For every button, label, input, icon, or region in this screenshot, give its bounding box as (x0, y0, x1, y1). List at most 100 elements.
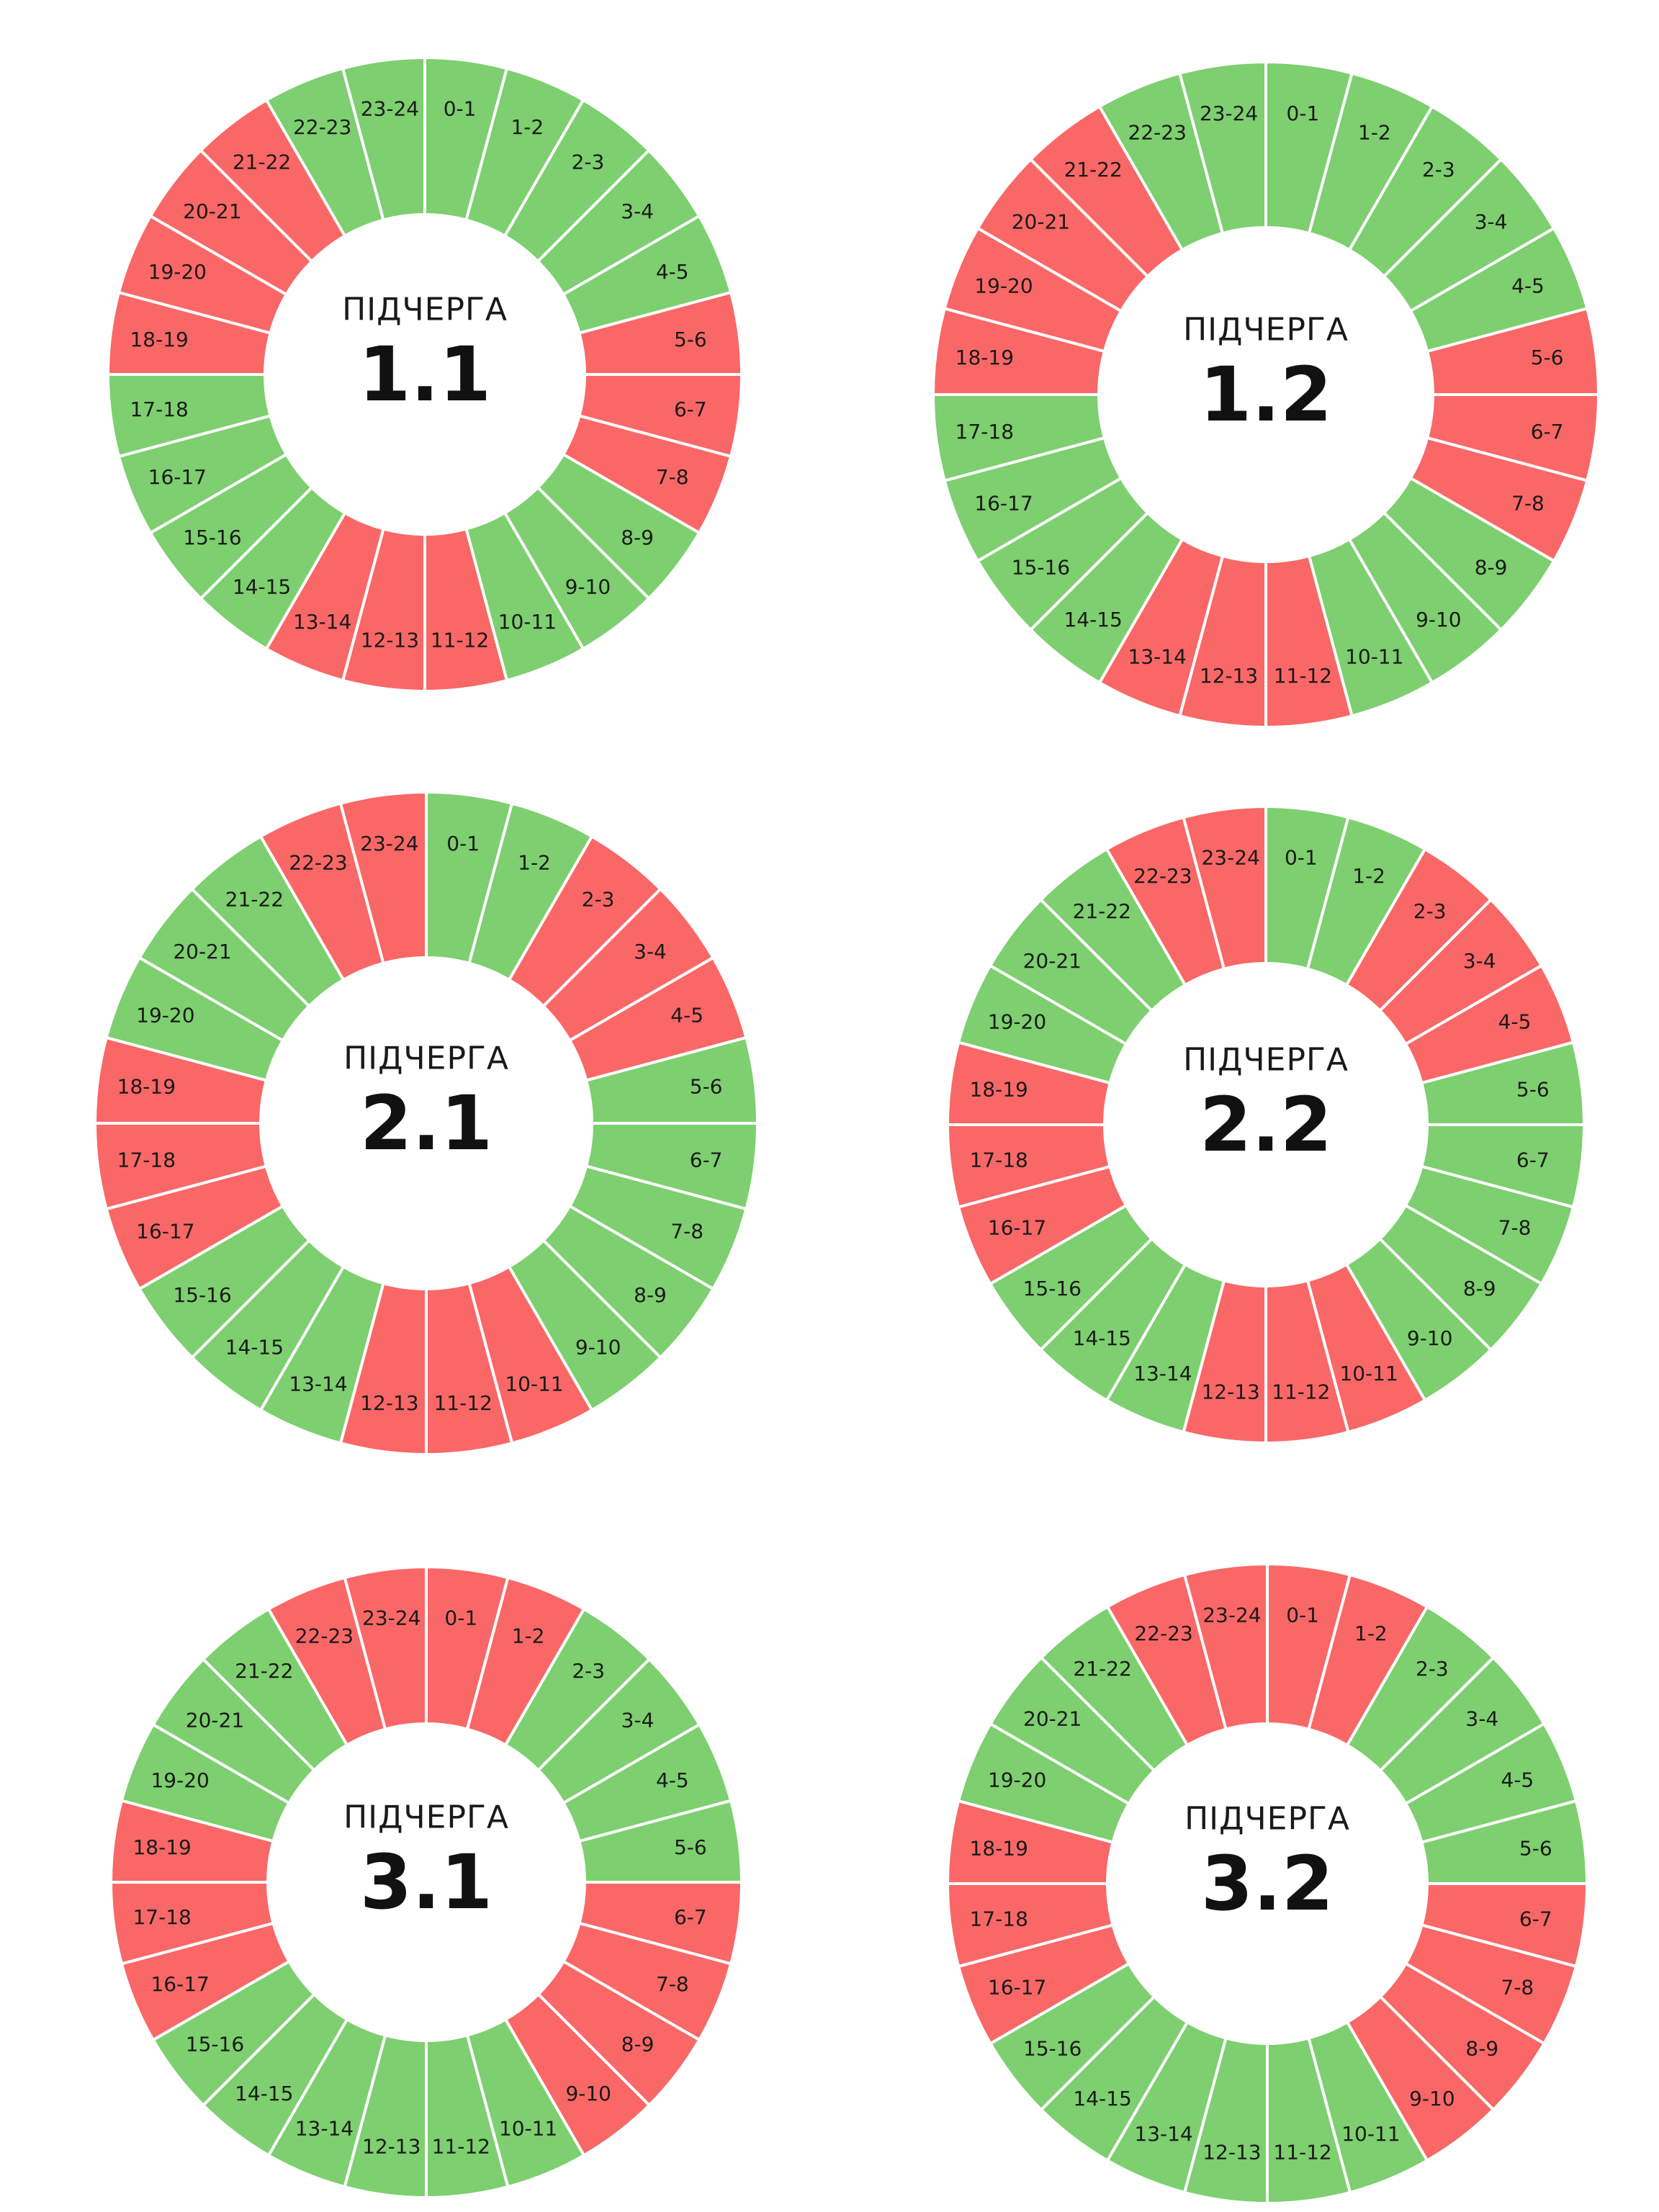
hour-label: 19-20 (988, 1010, 1046, 1033)
hour-label: 4-5 (670, 1003, 703, 1027)
hour-label: 13-14 (295, 2116, 354, 2140)
hour-label: 22-23 (1128, 120, 1187, 144)
hour-label: 12-13 (362, 2134, 421, 2158)
hour-label: 13-14 (1133, 1362, 1192, 1385)
hour-label: 0-1 (1287, 102, 1320, 125)
hour-label: 5-6 (690, 1074, 723, 1098)
hour-label: 8-9 (1475, 555, 1508, 579)
hour-label: 21-22 (225, 888, 284, 912)
hour-label: 14-15 (1064, 608, 1122, 631)
hour-label: 15-16 (1023, 2036, 1082, 2060)
hour-label: 2-3 (572, 1659, 605, 1683)
hour-label: 18-19 (117, 1074, 176, 1098)
hour-label: 10-11 (498, 610, 557, 634)
hour-label: 19-20 (150, 1768, 209, 1792)
hour-label: 4-5 (1501, 1768, 1534, 1792)
hour-label: 15-16 (1012, 555, 1070, 579)
hour-label: 8-9 (1463, 1277, 1496, 1300)
hour-label: 18-19 (130, 328, 188, 351)
hour-label: 2-3 (582, 888, 615, 912)
schedule-wheel-1-1: 0-1 1-2 2-3 3-4 4-5 5-6 6-7 7-8 8-9 9-10 10-11 11-1… (106, 55, 744, 693)
hour-label: 8-9 (1465, 2036, 1498, 2060)
hour-label: 4-5 (656, 260, 689, 284)
hour-label: 11-12 (431, 628, 489, 652)
schedule-wheel-1-2: 0-1 1-2 2-3 3-4 4-5 5-6 6-7 7-8 8-9 9-10 10-11 11-1… (931, 60, 1601, 729)
hour-label: 16-17 (136, 1220, 194, 1244)
hour-label: 22-23 (1134, 1622, 1192, 1645)
hour-label: 13-14 (1128, 645, 1187, 669)
hour-label: 18-19 (970, 1078, 1028, 1102)
hour-label: 17-18 (132, 1905, 191, 1929)
hour-label: 18-19 (132, 1835, 191, 1859)
hour-label: 8-9 (634, 1283, 667, 1307)
hour-label: 14-15 (233, 575, 291, 599)
hour-label: 14-15 (225, 1335, 284, 1359)
hour-label: 1-2 (511, 115, 544, 139)
hour-label: 15-16 (186, 2033, 244, 2056)
hour-label: 7-8 (656, 465, 689, 489)
schedule-wheel-2-2: 0-1 1-2 2-3 3-4 4-5 5-6 6-7 7-8 8-9 9-10 10-11 11-1… (945, 804, 1586, 1445)
hour-label: 2-3 (572, 150, 605, 174)
hour-label: 7-8 (1501, 1975, 1534, 1999)
hour-label: 11-12 (1273, 2140, 1331, 2164)
schedule-wheel-2-1: 0-1 1-2 2-3 3-4 4-5 5-6 6-7 7-8 8-9 9-10 10-11 11-1… (93, 790, 760, 1457)
hour-label: 0-1 (1285, 846, 1318, 870)
hour-label: 17-18 (117, 1148, 176, 1172)
hour-label: 21-22 (235, 1659, 293, 1683)
hour-label: 20-21 (186, 1708, 244, 1732)
hour-label: 12-13 (1200, 664, 1258, 688)
hour-label: 16-17 (974, 491, 1033, 515)
hour-label: 23-24 (1201, 846, 1259, 870)
hour-label: 23-24 (360, 832, 418, 855)
hour-label: 10-11 (1339, 1362, 1398, 1385)
subgroup-caption: ПІДЧЕРГА (343, 1799, 509, 1836)
hour-label: 9-10 (1409, 2087, 1455, 2110)
hour-label: 0-1 (1286, 1604, 1319, 1627)
hour-label: 12-13 (361, 628, 419, 652)
hour-segment (1182, 1562, 1269, 1732)
hour-label: 20-21 (1023, 1707, 1082, 1731)
hour-label: 22-23 (1133, 864, 1192, 888)
hour-label: 5-6 (1516, 1078, 1550, 1102)
hour-segment (338, 790, 428, 966)
hour-label: 3-4 (634, 940, 667, 963)
hour-label: 3-4 (621, 1708, 655, 1732)
hour-label: 12-13 (360, 1391, 418, 1415)
hour-label: 21-22 (1073, 1657, 1131, 1681)
hour-label: 1-2 (518, 850, 551, 874)
hour-label: 13-14 (293, 610, 351, 634)
schedule-wheel-3-2: 0-1 1-2 2-3 3-4 4-5 5-6 6-7 7-8 8-9 9-10 10-11 11-1… (945, 1562, 1589, 2206)
hour-label: 8-9 (621, 2033, 655, 2056)
hour-label: 7-8 (670, 1220, 703, 1244)
hour-label: 7-8 (1498, 1216, 1532, 1240)
hour-label: 23-24 (1200, 102, 1258, 125)
hour-label: 4-5 (656, 1768, 689, 1792)
subgroup-number: 1.1 (359, 331, 491, 418)
hour-label: 2-3 (1416, 1657, 1449, 1681)
subgroup-caption: ПІДЧЕРГА (343, 1040, 509, 1077)
hour-label: 13-14 (1134, 2122, 1192, 2146)
subgroup-number: 3.1 (360, 1838, 493, 1926)
hour-segment (1182, 804, 1267, 971)
hour-label: 23-24 (361, 97, 419, 121)
hour-label: 5-6 (674, 328, 707, 351)
hour-label: 1-2 (512, 1624, 545, 1648)
hour-label: 10-11 (499, 2116, 557, 2140)
hour-label: 3-4 (1463, 949, 1496, 973)
hour-label: 4-5 (1511, 274, 1545, 298)
hour-segment (343, 1565, 428, 1731)
hour-label: 16-17 (148, 465, 207, 489)
hour-label: 16-17 (988, 1975, 1046, 1999)
hour-label: 11-12 (432, 2134, 490, 2158)
hour-label: 3-4 (1475, 210, 1508, 234)
hour-label: 3-4 (621, 199, 654, 223)
hour-label: 2-3 (1422, 158, 1455, 181)
hour-label: 10-11 (1345, 645, 1403, 669)
hour-label: 15-16 (173, 1283, 231, 1307)
hour-label: 14-15 (1073, 2087, 1131, 2110)
hour-label: 22-23 (293, 115, 351, 139)
hour-label: 6-7 (1531, 420, 1564, 444)
hour-label: 17-18 (970, 1148, 1028, 1172)
hour-label: 19-20 (136, 1003, 194, 1027)
